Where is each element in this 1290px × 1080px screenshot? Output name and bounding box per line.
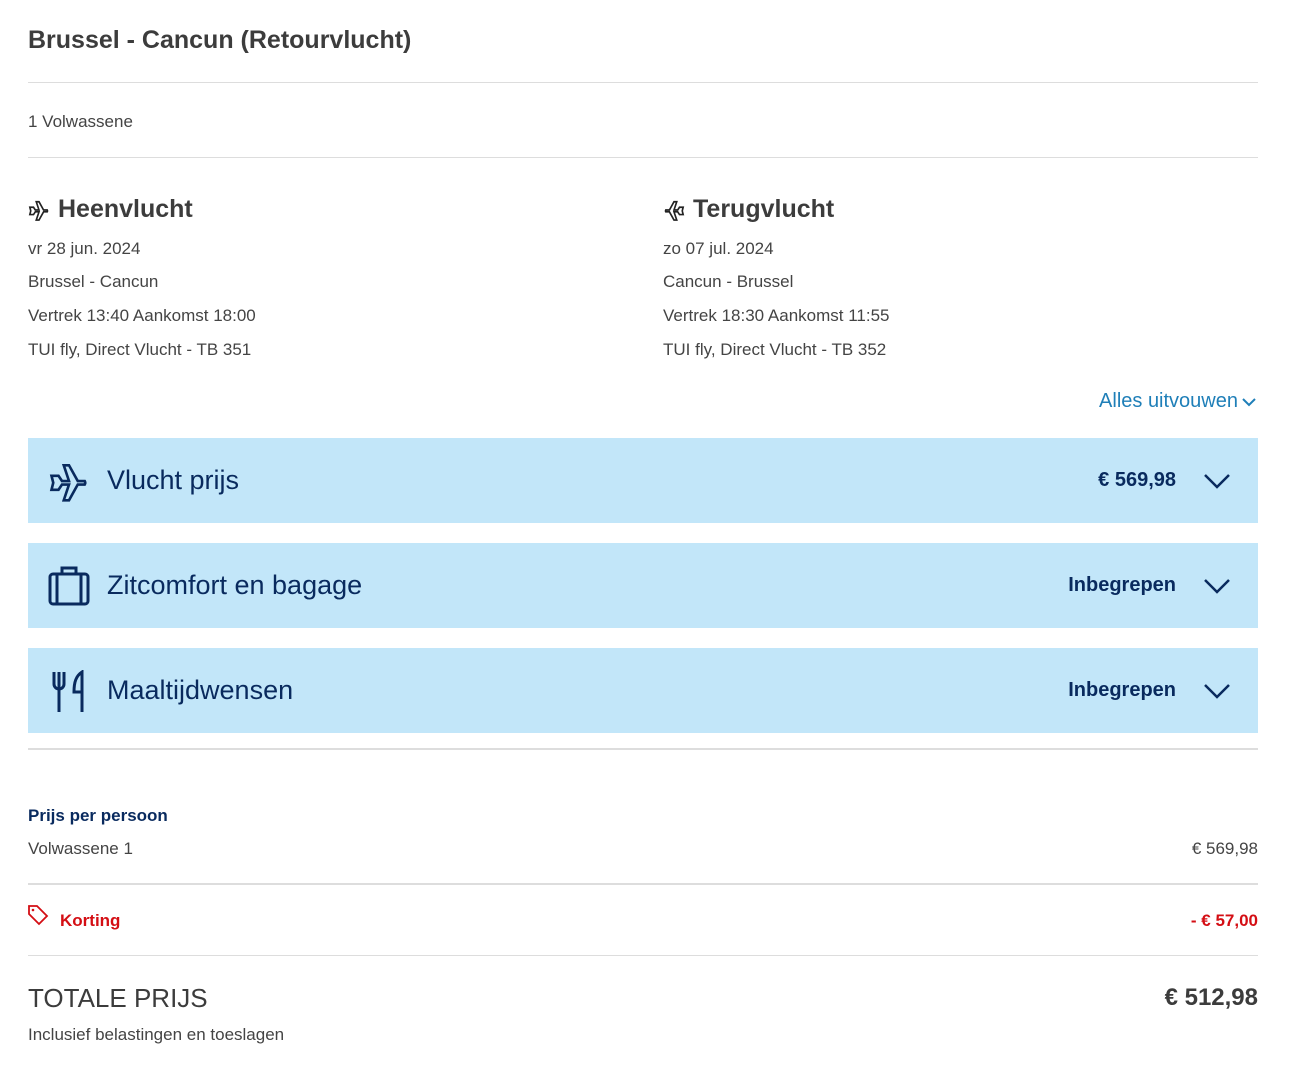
divider: [28, 748, 1258, 750]
inbound-heading: Terugvlucht: [663, 195, 834, 224]
inbound-carrier: TUI fly, Direct Vlucht - TB 352: [663, 340, 887, 359]
inbound-title: Terugvlucht: [693, 195, 835, 223]
divider: [28, 82, 1258, 83]
page-title: Brussel - Cancun (Retourvlucht): [28, 26, 412, 54]
panel-meals[interactable]: Maaltijdwensen Inbegrepen: [28, 648, 1258, 733]
total-label: TOTALE PRIJS: [28, 983, 208, 1013]
plane-icon: [49, 463, 87, 502]
passengers: 1 Volwassene: [28, 112, 133, 131]
inbound-route: Cancun - Brussel: [663, 272, 794, 291]
tag-icon: [28, 905, 49, 926]
divider: [28, 157, 1258, 158]
divider: [28, 955, 1258, 956]
expand-all-link[interactable]: Alles uitvouwen: [1099, 390, 1256, 413]
adult-price: € 569,98: [1191, 839, 1258, 858]
divider: [28, 883, 1258, 885]
panel-value: € 569,98: [1098, 469, 1176, 491]
outbound-date: vr 28 jun. 2024: [28, 239, 141, 258]
inbound-times: Vertrek 18:30 Aankomst 11:55: [663, 306, 890, 325]
panel-label: Maaltijdwensen: [107, 675, 294, 705]
outbound-heading: Heenvlucht: [28, 195, 193, 224]
total-price: € 512,98: [1164, 984, 1258, 1011]
outbound-carrier: TUI fly, Direct Vlucht - TB 351: [28, 340, 252, 359]
chevron-down-icon: [1204, 473, 1230, 489]
panel-value: Inbegrepen: [1068, 574, 1176, 596]
inbound-date: zo 07 jul. 2024: [663, 239, 774, 258]
plane-icon: [28, 200, 49, 221]
discount-value: - € 57,00: [1190, 911, 1258, 930]
adult-label: Volwassene 1: [28, 839, 133, 858]
chevron-down-icon: [1204, 578, 1230, 594]
panel-value: Inbegrepen: [1068, 679, 1176, 701]
suitcase-icon: [48, 566, 90, 605]
outbound-times: Vertrek 13:40 Aankomst 18:00: [28, 306, 256, 325]
panel-label: Vlucht prijs: [107, 465, 240, 495]
expand-all-label: Alles uitvouwen: [1099, 390, 1238, 412]
outbound-route: Brussel - Cancun: [28, 272, 159, 291]
panel-flight-price[interactable]: Vlucht prijs € 569,98: [28, 438, 1258, 523]
price-per-person-heading: Prijs per persoon: [28, 806, 168, 825]
panel-seat-baggage[interactable]: Zitcomfort en bagage Inbegrepen: [28, 543, 1258, 628]
discount-label: Korting: [60, 911, 121, 930]
outbound-title: Heenvlucht: [58, 195, 193, 223]
panel-label: Zitcomfort en bagage: [107, 570, 363, 600]
total-note: Inclusief belastingen en toeslagen: [28, 1025, 285, 1044]
cutlery-icon: [52, 669, 84, 712]
plane-icon: [664, 200, 685, 221]
chevron-down-icon: [1204, 683, 1230, 699]
chevron-down-icon: [1242, 397, 1256, 406]
